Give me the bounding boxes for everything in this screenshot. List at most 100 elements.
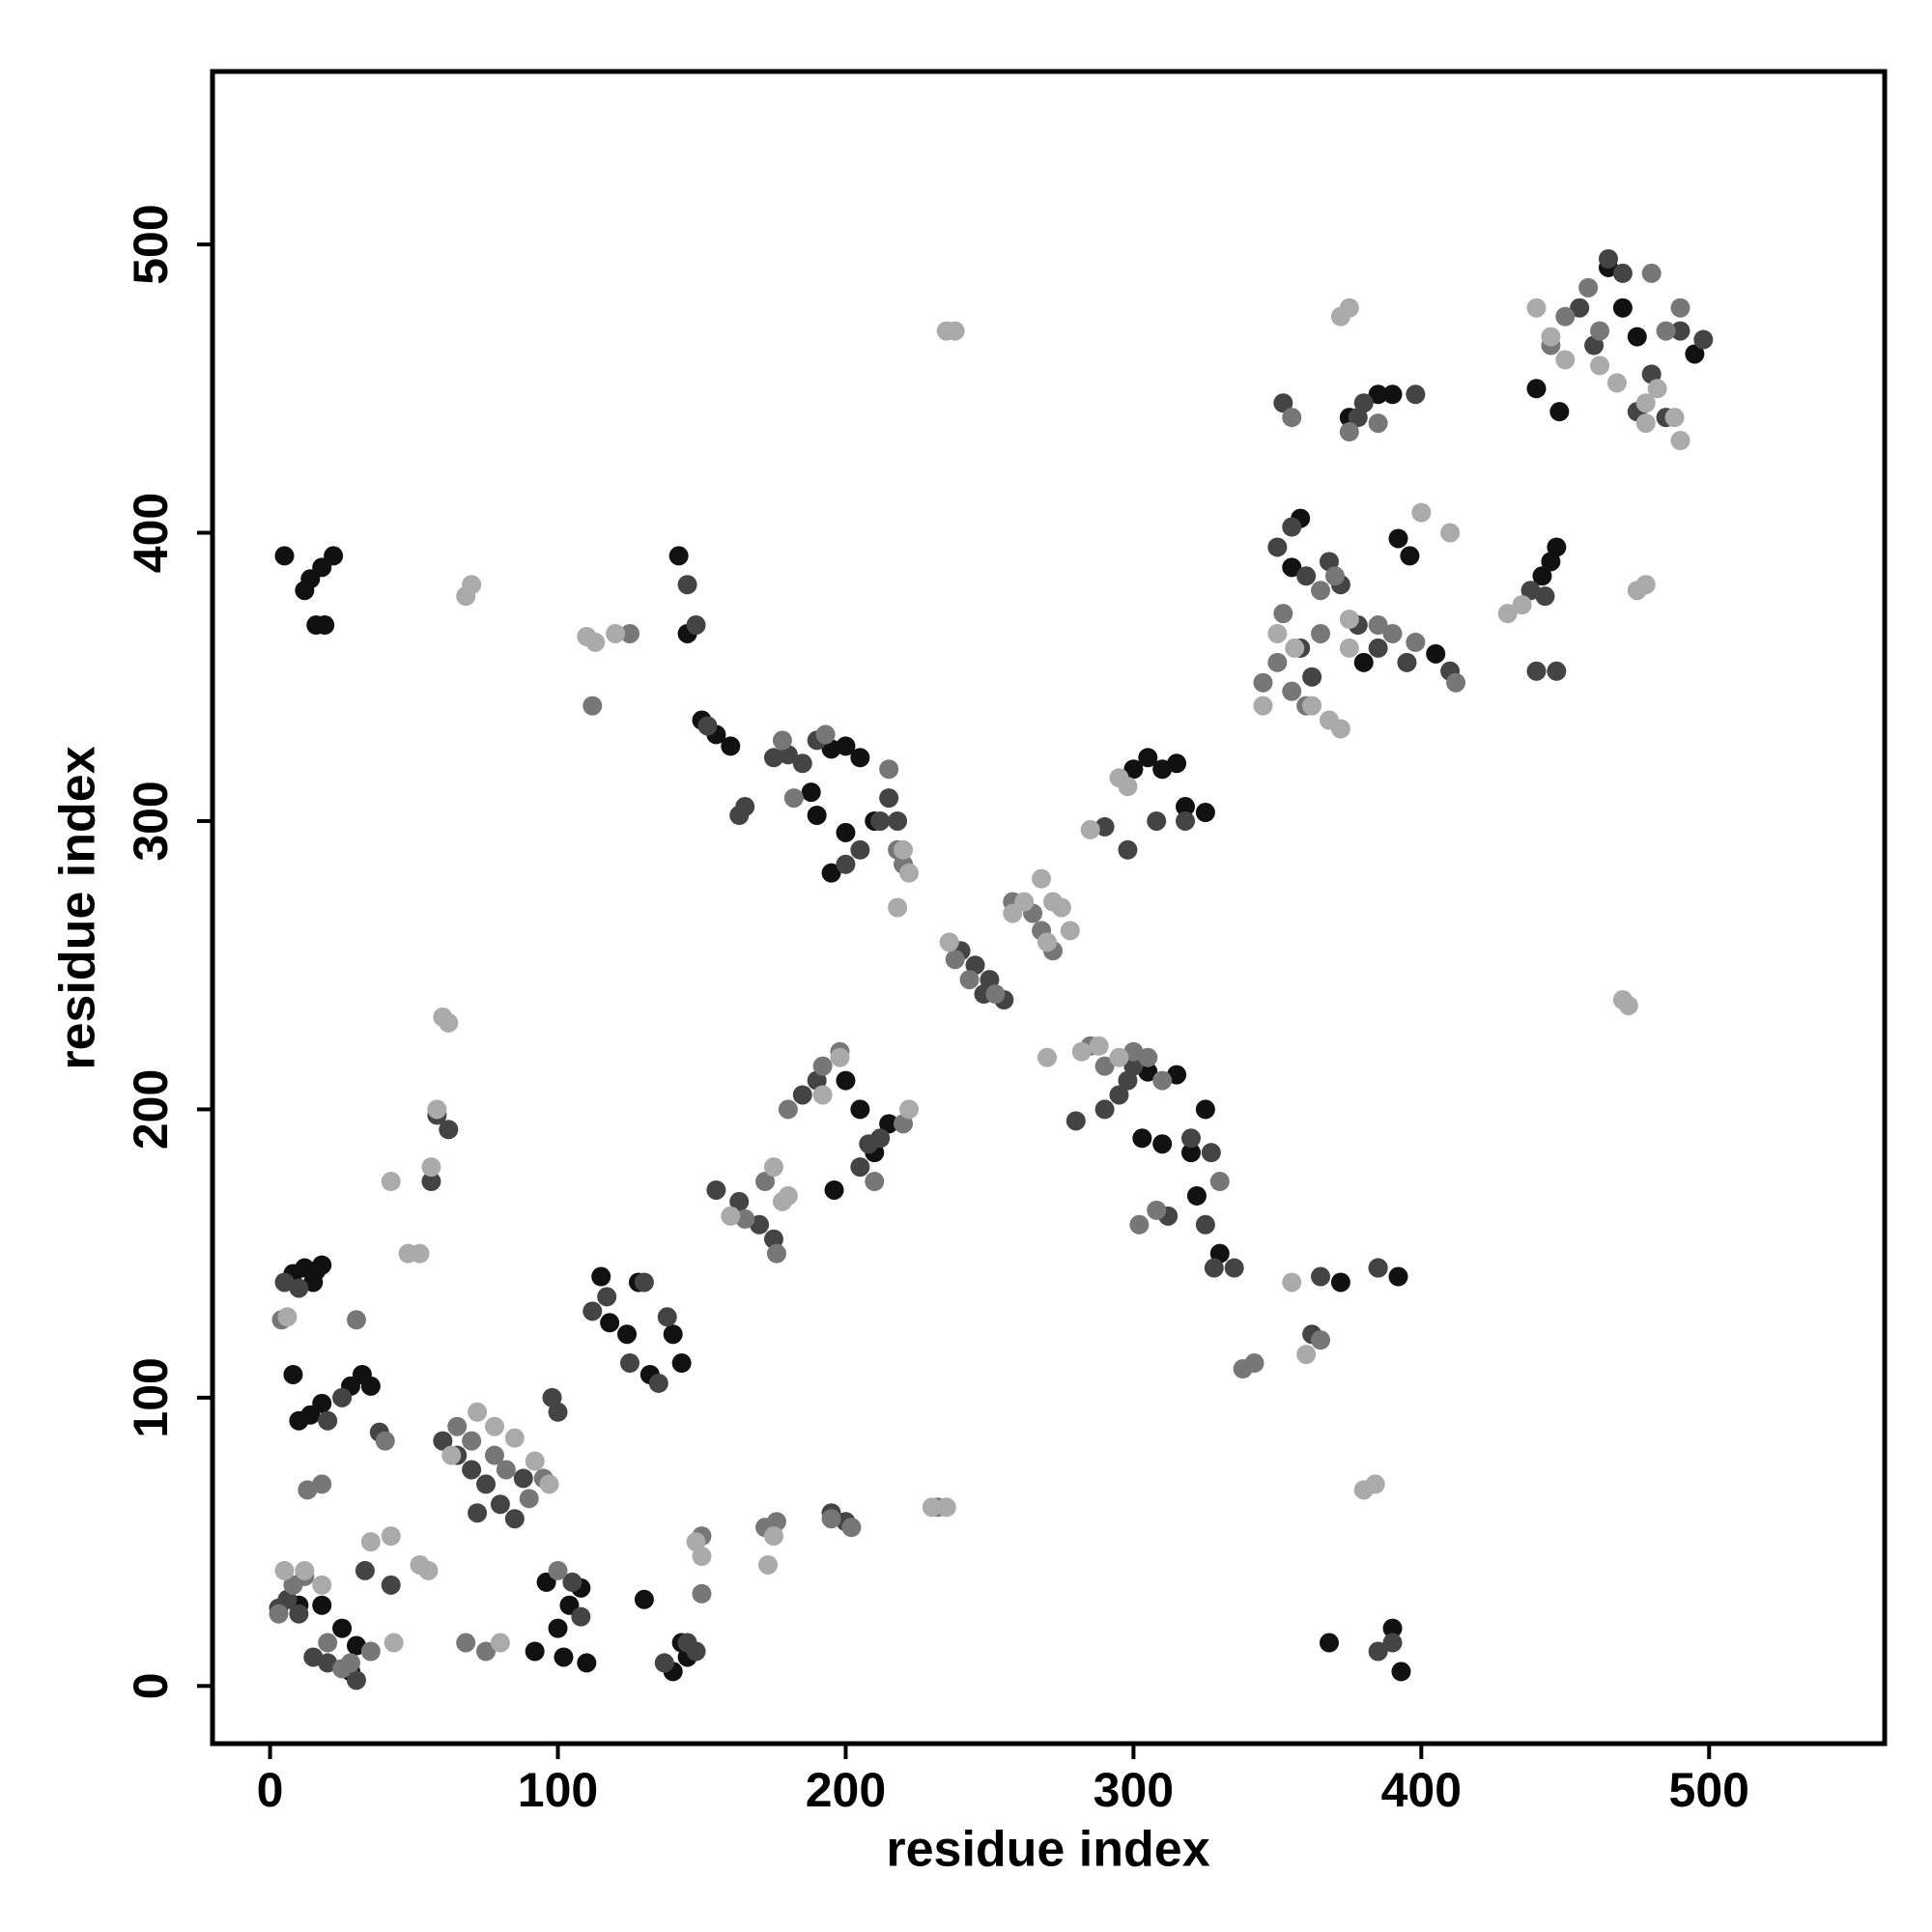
point [812, 1085, 833, 1105]
point [1664, 408, 1685, 428]
point [1296, 1345, 1317, 1365]
point [375, 1431, 395, 1451]
point [1693, 329, 1714, 350]
point [1330, 1272, 1350, 1293]
point [888, 810, 908, 831]
point [582, 696, 603, 716]
point [324, 546, 344, 566]
point [939, 932, 959, 952]
point [585, 632, 606, 652]
point [1282, 517, 1302, 537]
point [807, 805, 827, 825]
point [384, 1633, 404, 1653]
point [484, 1445, 504, 1465]
point [418, 1560, 439, 1580]
point [468, 1402, 488, 1422]
point [824, 1179, 844, 1200]
point [830, 1047, 850, 1067]
point [462, 1460, 482, 1480]
y-tick-label: 400 [124, 493, 178, 573]
point [427, 1099, 447, 1120]
point [1641, 263, 1662, 283]
point [1204, 1258, 1224, 1278]
point [985, 984, 1006, 1005]
point [850, 1157, 870, 1178]
point [1353, 652, 1374, 672]
point [1201, 1143, 1221, 1163]
point [1109, 1085, 1129, 1105]
point [441, 1445, 462, 1465]
point [332, 1387, 353, 1407]
point [1244, 1353, 1264, 1374]
point [496, 1460, 516, 1480]
point [1526, 661, 1547, 681]
point [504, 1428, 525, 1448]
point [1118, 839, 1138, 860]
point [1176, 797, 1196, 817]
point [1549, 402, 1570, 422]
point [1282, 1272, 1302, 1293]
y-tick-label: 300 [124, 781, 178, 861]
point [1618, 995, 1638, 1015]
point [274, 546, 295, 566]
point [945, 950, 965, 970]
point [318, 1410, 338, 1431]
point [1365, 1474, 1385, 1494]
point [671, 1353, 692, 1374]
point [582, 1301, 603, 1321]
point [1273, 604, 1293, 624]
point [1147, 810, 1167, 831]
point [1578, 277, 1599, 298]
point [1302, 696, 1322, 716]
point [519, 1489, 539, 1509]
point [1123, 1056, 1144, 1076]
point [870, 810, 891, 831]
point [763, 748, 783, 768]
point [1670, 431, 1690, 451]
point [879, 788, 899, 809]
point [1526, 379, 1547, 399]
point [763, 1157, 783, 1178]
point [1382, 623, 1403, 643]
y-tick-label: 200 [124, 1069, 178, 1150]
point [1094, 816, 1115, 837]
point [571, 1606, 591, 1627]
point [801, 782, 821, 803]
y-axis-title: residue index [50, 746, 106, 1069]
point [1060, 921, 1080, 941]
point [1590, 321, 1610, 341]
point [922, 1497, 942, 1518]
x-tick-label: 500 [1669, 1763, 1749, 1817]
point [298, 1480, 318, 1500]
point [1186, 1185, 1207, 1206]
point [1406, 632, 1426, 652]
point [1123, 759, 1144, 780]
point [1670, 321, 1690, 341]
point [1176, 810, 1196, 831]
point [312, 1575, 332, 1595]
point [686, 1532, 706, 1552]
point [539, 1474, 559, 1494]
point [821, 1509, 841, 1529]
point [1411, 502, 1432, 523]
point [815, 724, 836, 745]
point [1388, 1266, 1408, 1287]
point [1339, 638, 1359, 658]
plot-frame [210, 69, 1888, 1747]
point [1526, 298, 1547, 318]
point [617, 1324, 638, 1345]
point [1051, 897, 1071, 918]
point [850, 748, 870, 768]
point [484, 1416, 504, 1436]
point [1635, 575, 1656, 595]
point [476, 1641, 497, 1662]
point [1685, 344, 1705, 364]
point [706, 1179, 726, 1200]
point [312, 1393, 332, 1413]
point [758, 1554, 779, 1575]
point [888, 897, 908, 918]
point [548, 1402, 568, 1422]
point [525, 1641, 545, 1662]
point [456, 1633, 476, 1653]
